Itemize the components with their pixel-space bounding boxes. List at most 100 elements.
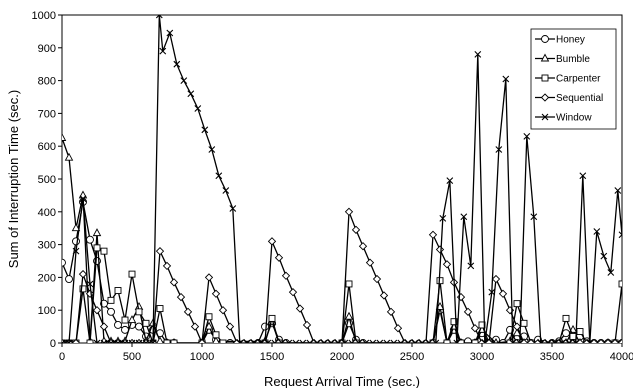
data-point-carpenter [212,331,220,339]
data-point-window [243,339,251,343]
data-point-window [467,262,475,270]
data-point-window [155,15,163,19]
data-point-window [593,228,601,235]
data-point-sequential [162,261,172,271]
y-tick-label: 1000 [32,10,56,22]
data-point-window [215,172,223,180]
legend-label-window: Window [556,113,592,124]
data-point-sequential [617,338,622,343]
x-tick-label: 3500 [540,351,564,363]
data-point-sequential [183,307,193,316]
data-point-sequential [267,237,277,246]
data-point-sequential [106,338,116,343]
data-point-window [299,339,307,343]
data-point-carpenter [219,339,227,343]
data-point-window [142,339,150,343]
data-point-sequential [92,306,102,315]
series-window [62,15,622,343]
data-point-window [100,339,108,343]
data-point-carpenter [100,247,108,255]
data-point-window [292,339,300,343]
data-point-honey [86,235,94,244]
data-point-carpenter [205,313,213,321]
series-layer [62,15,622,343]
y-tick-label: 600 [38,141,56,153]
data-point-sequential [127,338,137,343]
series-line-carpenter [62,246,622,343]
data-point-window [418,339,426,343]
data-point-honey [107,307,115,316]
data-point-sequential [379,291,389,300]
data-point-window [495,146,503,153]
data-point-window [62,339,66,343]
data-point-carpenter [170,339,178,343]
data-point-window [362,339,370,343]
data-point-window [201,126,209,134]
y-axis-label: Sum of Interruption Time (sec.) [6,90,21,268]
data-point-window [149,339,157,343]
data-point-window [208,146,216,153]
legend-marker [541,113,549,121]
data-point-window [614,187,622,194]
data-point-carpenter [443,339,451,343]
data-point-window [509,339,517,343]
y-tick-label: 200 [38,272,56,284]
data-point-window [229,205,237,212]
legend-marker [541,35,549,43]
data-point-sequential [365,258,375,267]
data-point-window [250,339,258,343]
x-axis-label: Request Arrival Time (sec.) [264,374,420,388]
data-point-window [187,90,195,98]
data-point-window [516,339,524,343]
data-point-window [425,339,433,343]
data-point-window [257,339,265,343]
data-point-bumble [156,336,164,343]
data-point-honey [114,321,122,329]
data-point-bumble [212,336,220,343]
data-point-sequential [225,322,235,331]
data-point-honey [464,337,472,343]
data-point-carpenter [576,328,584,335]
data-point-window [180,77,188,84]
x-tick-label: 2000 [330,351,354,363]
x-tick-label: 1500 [260,351,284,363]
data-point-window [271,339,279,343]
data-point-window [397,339,405,343]
data-point-carpenter [268,314,276,322]
data-point-window [79,195,87,203]
data-point-sequential [470,324,480,333]
data-point-window [121,339,129,343]
y-tick-label: 500 [38,174,56,186]
legend-item-honey: Honey [535,35,585,46]
data-point-window [432,339,440,343]
data-point-window [376,339,384,343]
data-point-sequential [295,304,305,313]
data-point-window [453,339,461,343]
data-point-bumble [204,321,214,330]
data-point-carpenter [128,270,136,278]
data-point-sequential [610,338,620,343]
data-point-sequential [344,207,354,216]
series-line-sequential [62,211,622,343]
data-point-window [348,339,356,343]
data-point-sequential [526,338,536,343]
data-point-carpenter [520,319,528,327]
data-point-carpenter [86,339,94,343]
data-point-bumble [71,223,81,232]
data-point-bumble [127,315,137,323]
x-tick-label: 3000 [470,351,494,363]
data-point-honey [65,275,73,283]
legend-marker [541,74,549,82]
data-point-honey [135,322,143,331]
data-point-window [579,172,587,180]
data-point-carpenter [135,308,143,316]
data-point-window [481,339,489,343]
data-point-window [369,339,377,343]
data-point-carpenter [450,318,458,326]
data-point-window [607,269,615,276]
data-point-window [166,29,174,37]
data-point-carpenter [114,287,122,294]
data-point-window [411,339,419,343]
data-point-sequential [99,322,109,331]
data-point-bumble [344,311,354,320]
